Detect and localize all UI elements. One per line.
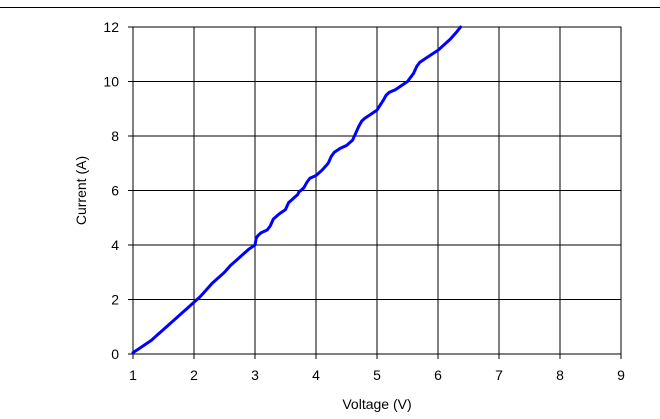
x-tick-label: 3 — [251, 367, 259, 383]
top-divider-line — [0, 7, 660, 8]
x-tick-label: 9 — [617, 367, 625, 383]
y-tick-label: 2 — [111, 292, 119, 308]
x-tick-label: 2 — [190, 367, 198, 383]
current-voltage-series-line — [131, 25, 463, 355]
series-layer — [131, 25, 463, 355]
grid-lines — [133, 27, 621, 354]
x-tick-label: 5 — [373, 367, 381, 383]
y-tick-label: 6 — [111, 183, 119, 199]
y-tick-label: 4 — [111, 237, 119, 253]
y-tick-label: 8 — [111, 128, 119, 144]
y-axis-title: Current (A) — [73, 156, 89, 225]
axis-ticks — [128, 26, 622, 359]
x-tick-label: 1 — [129, 367, 137, 383]
x-tick-label: 7 — [495, 367, 503, 383]
y-tick-label: 10 — [103, 74, 119, 90]
x-tick-label: 8 — [556, 367, 564, 383]
x-tick-label: 4 — [312, 367, 320, 383]
x-axis-title: Voltage (V) — [342, 396, 411, 412]
y-tick-label: 12 — [103, 19, 119, 35]
x-tick-label: 6 — [434, 367, 442, 383]
y-tick-label: 0 — [111, 346, 119, 362]
